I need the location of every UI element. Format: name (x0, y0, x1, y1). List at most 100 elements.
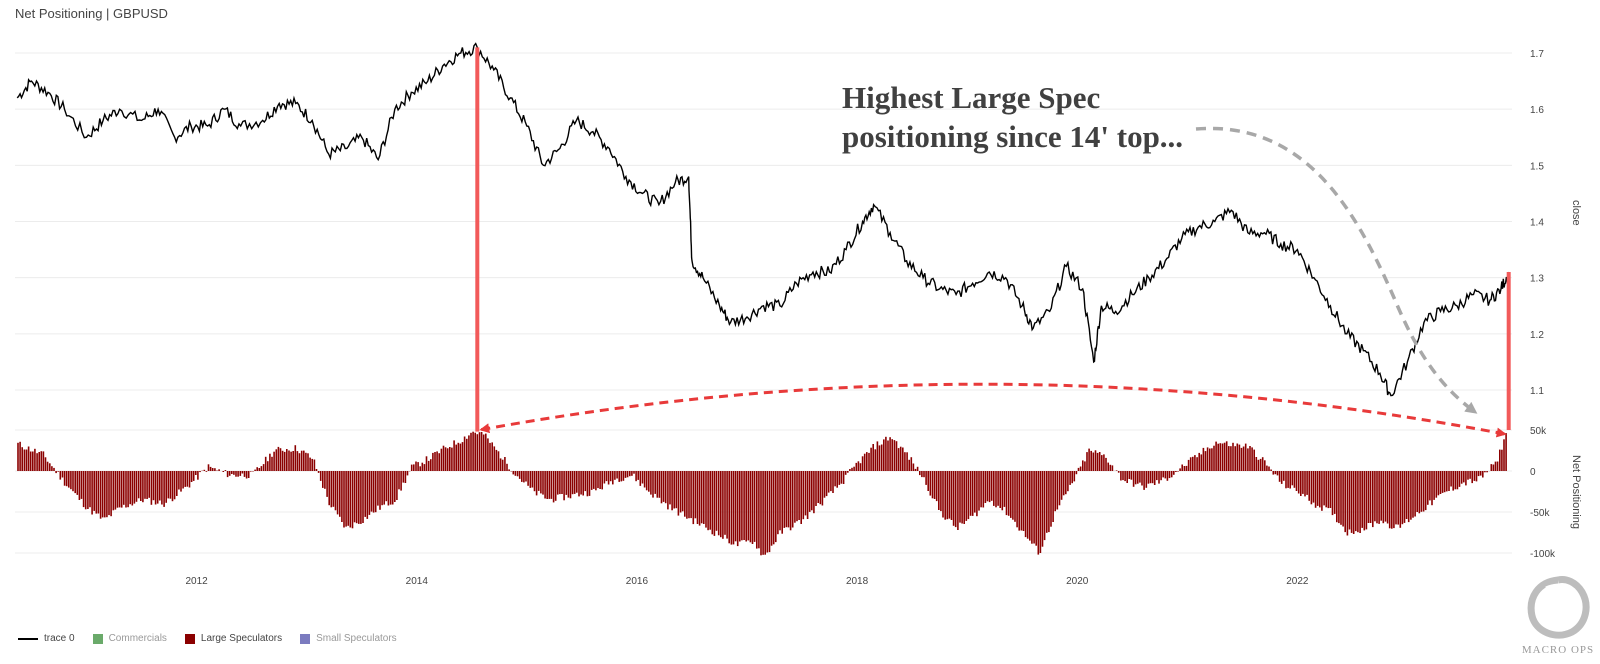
positioning-bar (1244, 443, 1247, 471)
positioning-bar (104, 471, 106, 518)
positioning-bar (159, 471, 161, 501)
positioning-bar (1367, 471, 1370, 523)
positioning-bar (811, 471, 813, 511)
positioning-bar (133, 471, 136, 504)
positioning-bar (156, 471, 159, 504)
positioning-bar (1422, 471, 1425, 512)
positioning-bar (307, 453, 309, 471)
positioning-bar (584, 471, 587, 492)
positioning-bar (53, 467, 55, 471)
positioning-bar (815, 471, 817, 506)
positioning-bar (341, 471, 343, 522)
price-tick-label: 1.2 (1530, 330, 1544, 341)
positioning-bar (1403, 471, 1406, 523)
positioning-bar (783, 471, 786, 528)
price-panel: 1.1 1.2 1.3 1.4 1.5 1.6 1.7 (16, 42, 1544, 397)
legend-item-small-speculators[interactable]: Small Speculators (300, 633, 397, 644)
positioning-bar (1170, 471, 1173, 478)
positioning-bar (82, 471, 85, 508)
logo-mark-icon (1527, 576, 1590, 639)
positioning-bar (927, 471, 929, 491)
positioning-bar (1219, 443, 1222, 471)
positioning-bar (23, 449, 26, 471)
positioning-bar (34, 448, 36, 471)
legend-item-trace0[interactable]: trace 0 (18, 633, 75, 644)
positioning-bar (1499, 449, 1501, 471)
positioning-bar (1469, 471, 1471, 479)
legend-item-large-speculators[interactable]: Large Speculators (184, 633, 282, 644)
annotation-overlay (475, 47, 1511, 438)
positioning-bar (957, 471, 959, 530)
positioning-bar (389, 471, 392, 505)
positioning-bar (1314, 471, 1317, 508)
positioning-bar (883, 439, 885, 471)
positioning-bar (688, 471, 690, 519)
legend-item-commercials[interactable]: Commercials (92, 633, 167, 644)
positioning-bar (518, 471, 521, 479)
positioning-bar (127, 471, 129, 508)
positioning-bar (152, 471, 155, 501)
positioning-bar (1037, 471, 1040, 555)
positioning-bar (385, 471, 388, 502)
positioning-bar (624, 471, 627, 478)
positioning-bar (889, 437, 891, 471)
positioning-bar (1242, 446, 1245, 471)
positioning-bar (1010, 471, 1012, 518)
positioning-bar (1062, 471, 1065, 496)
positioning-bar (802, 471, 805, 520)
positioning-bar (1268, 466, 1270, 471)
positioning-bar (216, 470, 218, 471)
positioning-bar (1183, 466, 1186, 471)
positioning-bar (508, 469, 510, 471)
positioning-bar (673, 471, 675, 509)
positioning-bar (635, 471, 637, 482)
positioning-bar (1278, 471, 1281, 482)
positioning-bar (125, 471, 127, 508)
positioning-bar (72, 471, 74, 492)
positioning-bar (980, 471, 982, 508)
positioning-bar (675, 471, 678, 509)
positioning-bar (859, 463, 862, 471)
positioning-bar (1162, 471, 1164, 478)
positioning-bar (796, 471, 798, 522)
positioning-bar (49, 463, 51, 471)
positioning-bar (736, 471, 739, 547)
positioning-bar (415, 461, 417, 471)
positioning-bar (559, 471, 561, 495)
positioning-bar (1213, 445, 1215, 471)
positioning-bar (1437, 471, 1440, 496)
positioning-bar (1443, 471, 1446, 493)
legend: trace 0 Commercials Large Speculators Sm… (18, 633, 415, 644)
positioning-bar (61, 471, 64, 478)
positioning-bar (540, 471, 542, 494)
positioning-bar (535, 471, 538, 496)
positioning-bar (626, 471, 629, 478)
positioning-bar (444, 447, 447, 471)
positioning-bar (993, 471, 995, 506)
positioning-bar (1120, 471, 1122, 481)
positioning-bar (1259, 458, 1262, 471)
positioning-bar (669, 471, 671, 505)
positioning-bar (978, 471, 980, 511)
positioning-bar (739, 471, 741, 542)
positioning-bar (154, 471, 157, 505)
positioning-bar (976, 471, 978, 517)
positioning-bar (1344, 471, 1346, 533)
positioning-bar (108, 471, 110, 516)
positioning-bar (813, 471, 815, 514)
positioning-axis-title: Net Positioning (1570, 455, 1582, 529)
positioning-bar (413, 464, 415, 471)
positioning-bar (1134, 471, 1137, 485)
positioning-bar (40, 451, 43, 471)
positioning-bar (1308, 471, 1310, 501)
positioning-bar (214, 468, 216, 471)
positioning-bar (819, 471, 822, 505)
positioning-bar (222, 471, 225, 472)
positioning-bar (995, 471, 997, 508)
x-axis: 2012 2014 2016 2018 2020 2022 (185, 576, 1308, 587)
positioning-bar (387, 471, 390, 506)
positioning-bar (654, 471, 656, 494)
positioning-bar (1225, 441, 1228, 471)
positioning-bar (527, 471, 529, 486)
positioning-bar (823, 471, 826, 498)
